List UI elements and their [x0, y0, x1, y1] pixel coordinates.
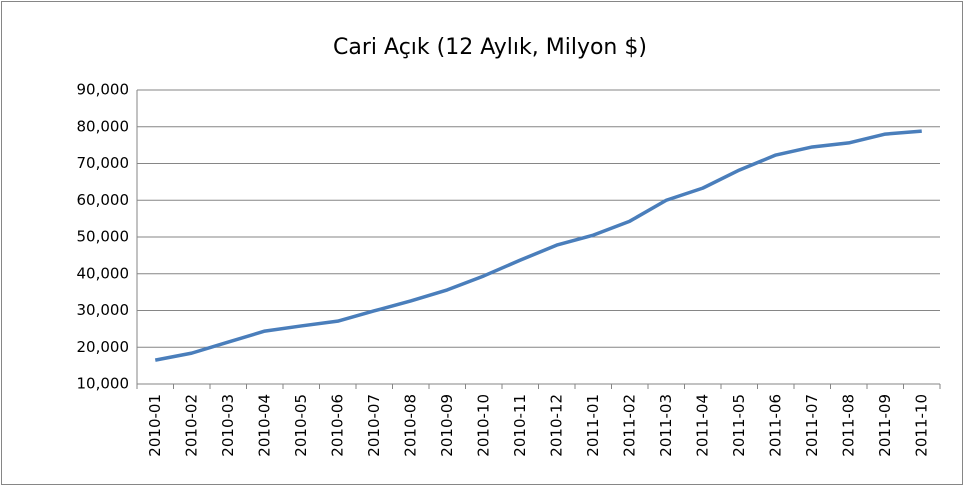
x-tick-label: 2011-04	[693, 394, 711, 457]
x-tick-label: 2010-09	[438, 394, 456, 457]
chart-title: Cari Açık (12 Aylık, Milyon $)	[333, 35, 647, 60]
y-tick-label: 50,000	[77, 228, 130, 246]
y-tick-label: 10,000	[77, 375, 130, 393]
x-tick-label: 2010-12	[547, 394, 565, 457]
x-tick-label: 2010-03	[219, 394, 237, 457]
x-tick-label: 2011-03	[657, 394, 675, 457]
x-tick-label: 2010-01	[146, 394, 164, 457]
x-tick-label: 2011-10	[912, 394, 930, 457]
x-tick-label: 2010-11	[511, 394, 529, 457]
x-tick-label: 2011-09	[876, 394, 894, 457]
data-line	[154, 129, 922, 362]
y-tick-label: 80,000	[77, 117, 130, 135]
y-tick-label: 90,000	[77, 81, 130, 99]
y-tick-label: 60,000	[77, 191, 130, 209]
x-tick-label: 2011-08	[839, 394, 857, 457]
y-tick-label: 30,000	[77, 301, 130, 319]
x-tick-label: 2011-01	[584, 394, 602, 457]
x-tick-label: 2010-10	[474, 394, 492, 457]
x-tick-label: 2010-07	[365, 394, 383, 457]
x-tick-label: 2011-06	[766, 394, 784, 457]
x-tick-label: 2011-05	[730, 394, 748, 457]
y-tick-label: 40,000	[77, 264, 130, 282]
x-tick-label: 2010-02	[182, 394, 200, 457]
y-tick-label: 70,000	[77, 154, 130, 172]
x-tick-label: 2010-06	[328, 394, 346, 457]
x-tick-label: 2010-08	[401, 394, 419, 457]
x-tick-label: 2011-02	[620, 394, 638, 457]
x-tick-label: 2010-05	[292, 394, 310, 457]
x-tick-label: 2011-07	[803, 394, 821, 457]
x-tick-label: 2010-04	[255, 394, 273, 457]
y-tick-label: 20,000	[77, 338, 130, 356]
